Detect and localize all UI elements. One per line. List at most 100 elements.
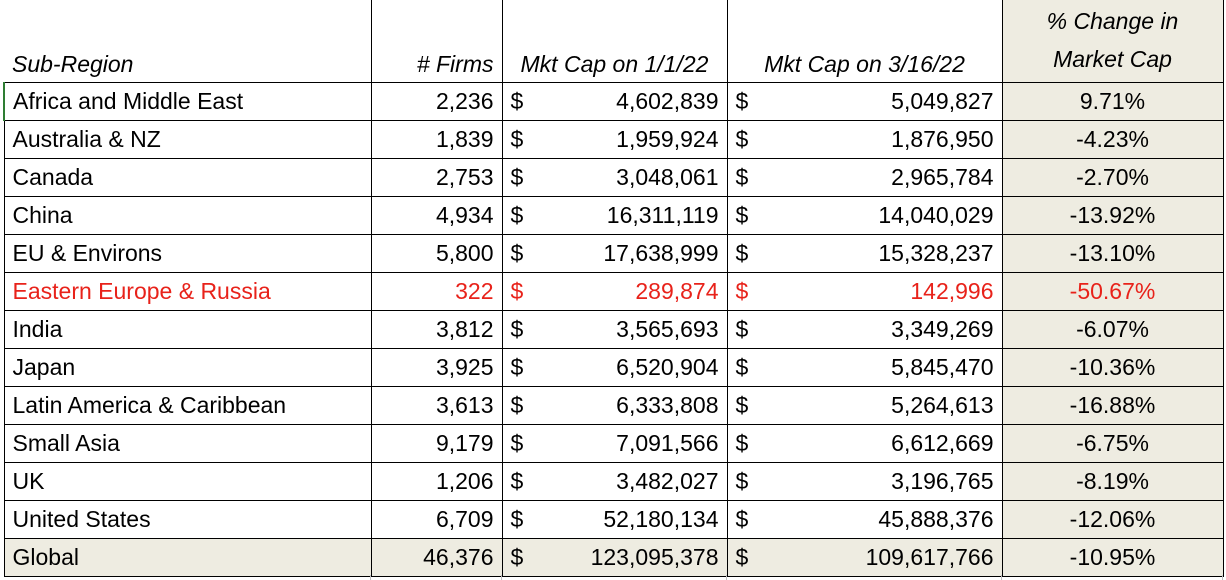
header-pct-change[interactable]: % Change in Market Cap (1001, 0, 1224, 83)
cell-pct-change[interactable]: -10.36% (1001, 348, 1224, 387)
cell-firms[interactable]: 5,800 (370, 234, 503, 273)
cell-mkt-cap-2[interactable]: $2,965,784 (726, 158, 1003, 197)
cell-region[interactable]: Japan (3, 348, 372, 387)
cell-firms[interactable]: 2,236 (370, 82, 503, 121)
cell-mkt-cap-2[interactable]: $3,196,765 (726, 462, 1003, 501)
table-row: Small Asia 9,179 $7,091,566 $6,612,669 -6.75… (3, 424, 1224, 463)
cell-region[interactable]: Latin America & Caribbean (3, 386, 372, 425)
cell-mkt-cap-2[interactable]: $14,040,029 (726, 196, 1003, 235)
cell-mkt-cap-1-value: 4,602,839 (616, 88, 719, 114)
table-row: United States 6,709 $52,180,134 $45,888,376… (3, 500, 1224, 539)
cell-region[interactable]: China (3, 196, 372, 235)
cell-pct-change[interactable]: -6.07% (1001, 310, 1224, 349)
header-sub-region[interactable]: Sub-Region (4, 0, 372, 83)
currency-symbol: $ (510, 126, 524, 152)
cell-mkt-cap-2[interactable]: $5,049,827 (726, 82, 1003, 121)
cell-region[interactable]: UK (3, 462, 372, 501)
cell-region[interactable]: United States (3, 500, 372, 539)
cell-mkt-cap-2[interactable]: $1,876,950 (726, 120, 1003, 159)
cell-pct-change[interactable]: -13.92% (1001, 196, 1224, 235)
cell-firms[interactable]: 322 (370, 272, 503, 311)
cell-mkt-cap-2[interactable]: $5,264,613 (726, 386, 1003, 425)
cell-firms[interactable]: 1,839 (370, 120, 503, 159)
cell-mkt-cap-2[interactable]: $6,612,669 (726, 424, 1003, 463)
cell-pct-change[interactable]: -50.67% (1001, 272, 1224, 311)
cell-mkt-cap-2[interactable]: $45,888,376 (726, 500, 1003, 539)
header-pct-line1: % Change in (1046, 8, 1179, 34)
cell-mkt-cap-2[interactable]: $3,349,269 (726, 310, 1003, 349)
cell-mkt-cap-2-value: 14,040,029 (878, 202, 994, 228)
table-row: Australia & NZ 1,839 $1,959,924 $1,876,950-… (3, 120, 1224, 159)
cell-pct-change[interactable]: -6.75% (1001, 424, 1224, 463)
cell-region[interactable]: Australia & NZ (3, 120, 372, 159)
cell-mkt-cap-2-value: 6,612,669 (891, 430, 994, 456)
currency-symbol: $ (510, 164, 524, 190)
grid-tail (3, 575, 1225, 580)
cell-pct-change[interactable]: -12.06% (1001, 500, 1224, 539)
table-row: EU & Environs 5,800 $17,638,999 $15,328,237… (3, 234, 1224, 273)
cell-mkt-cap-1[interactable]: $6,333,808 (501, 386, 728, 425)
cell-pct-change[interactable]: -10.95% (1001, 538, 1224, 577)
cell-mkt-cap-1[interactable]: $1,959,924 (501, 120, 728, 159)
cell-firms[interactable]: 3,812 (370, 310, 503, 349)
cell-mkt-cap-2[interactable]: $142,996 (726, 272, 1003, 311)
table-row: Africa and Middle East 2,236 $4,602,839 $5,… (3, 82, 1224, 121)
cell-firms[interactable]: 3,925 (370, 348, 503, 387)
currency-symbol: $ (735, 430, 749, 456)
currency-symbol: $ (735, 88, 749, 114)
cell-firms[interactable]: 46,376 (370, 538, 503, 577)
header-mkt-cap-1[interactable]: Mkt Cap on 1/1/22 (501, 0, 728, 83)
currency-symbol: $ (510, 392, 524, 418)
header-mkt-cap-2[interactable]: Mkt Cap on 3/16/22 (726, 0, 1003, 83)
cell-firms[interactable]: 1,206 (370, 462, 503, 501)
cell-mkt-cap-1[interactable]: $17,638,999 (501, 234, 728, 273)
cell-firms[interactable]: 2,753 (370, 158, 503, 197)
cell-mkt-cap-1-value: 123,095,378 (590, 544, 719, 570)
cell-mkt-cap-1[interactable]: $3,048,061 (501, 158, 728, 197)
cell-mkt-cap-1-value: 1,959,924 (616, 126, 719, 152)
cell-region[interactable]: Africa and Middle East (3, 82, 372, 121)
cell-pct-change[interactable]: -4.23% (1001, 120, 1224, 159)
cell-region[interactable]: India (3, 310, 372, 349)
cell-pct-change[interactable]: -16.88% (1001, 386, 1224, 425)
cell-region[interactable]: EU & Environs (3, 234, 372, 273)
cell-mkt-cap-1[interactable]: $289,874 (501, 272, 728, 311)
currency-symbol: $ (735, 278, 749, 304)
cell-region[interactable]: Global (3, 538, 372, 577)
cell-mkt-cap-1[interactable]: $7,091,566 (501, 424, 728, 463)
market-cap-table: Sub-Region # Firms Mkt Cap on 1/1/22 Mkt… (3, 0, 1224, 577)
cell-firms[interactable]: 3,613 (370, 386, 503, 425)
cell-firms[interactable]: 6,709 (370, 500, 503, 539)
currency-symbol: $ (510, 316, 524, 342)
cell-pct-change[interactable]: -13.10% (1001, 234, 1224, 273)
cell-mkt-cap-2[interactable]: $15,328,237 (726, 234, 1003, 273)
cell-mkt-cap-1[interactable]: $16,311,119 (501, 196, 728, 235)
cell-mkt-cap-1[interactable]: $3,482,027 (501, 462, 728, 501)
cell-mkt-cap-1[interactable]: $3,565,693 (501, 310, 728, 349)
cell-firms[interactable]: 9,179 (370, 424, 503, 463)
cell-region[interactable]: Small Asia (3, 424, 372, 463)
cell-pct-change[interactable]: -8.19% (1001, 462, 1224, 501)
table-row: China 4,934 $16,311,119 $14,040,029 -13.92% (3, 196, 1224, 235)
cell-mkt-cap-2-value: 1,876,950 (891, 126, 994, 152)
cell-mkt-cap-1[interactable]: $4,602,839 (501, 82, 728, 121)
header-firms[interactable]: # Firms (370, 0, 503, 83)
cell-firms[interactable]: 4,934 (370, 196, 503, 235)
cell-region[interactable]: Eastern Europe & Russia (3, 272, 372, 311)
currency-symbol: $ (735, 240, 749, 266)
cell-pct-change[interactable]: 9.71% (1001, 82, 1224, 121)
currency-symbol: $ (735, 316, 749, 342)
cell-pct-change[interactable]: -2.70% (1001, 158, 1224, 197)
cell-mkt-cap-1[interactable]: $6,520,904 (501, 348, 728, 387)
cell-mkt-cap-2-value: 45,888,376 (878, 506, 994, 532)
cell-mkt-cap-2-value: 3,349,269 (891, 316, 994, 342)
currency-symbol: $ (510, 430, 524, 456)
cell-mkt-cap-1[interactable]: $52,180,134 (501, 500, 728, 539)
cell-mkt-cap-2[interactable]: $5,845,470 (726, 348, 1003, 387)
cell-mkt-cap-2[interactable]: $109,617,766 (726, 538, 1003, 577)
cell-mkt-cap-2-value: 142,996 (910, 278, 994, 304)
cell-mkt-cap-1[interactable]: $123,095,378 (501, 538, 728, 577)
cell-mkt-cap-1-value: 3,565,693 (616, 316, 719, 342)
currency-symbol: $ (510, 506, 524, 532)
cell-region[interactable]: Canada (3, 158, 372, 197)
